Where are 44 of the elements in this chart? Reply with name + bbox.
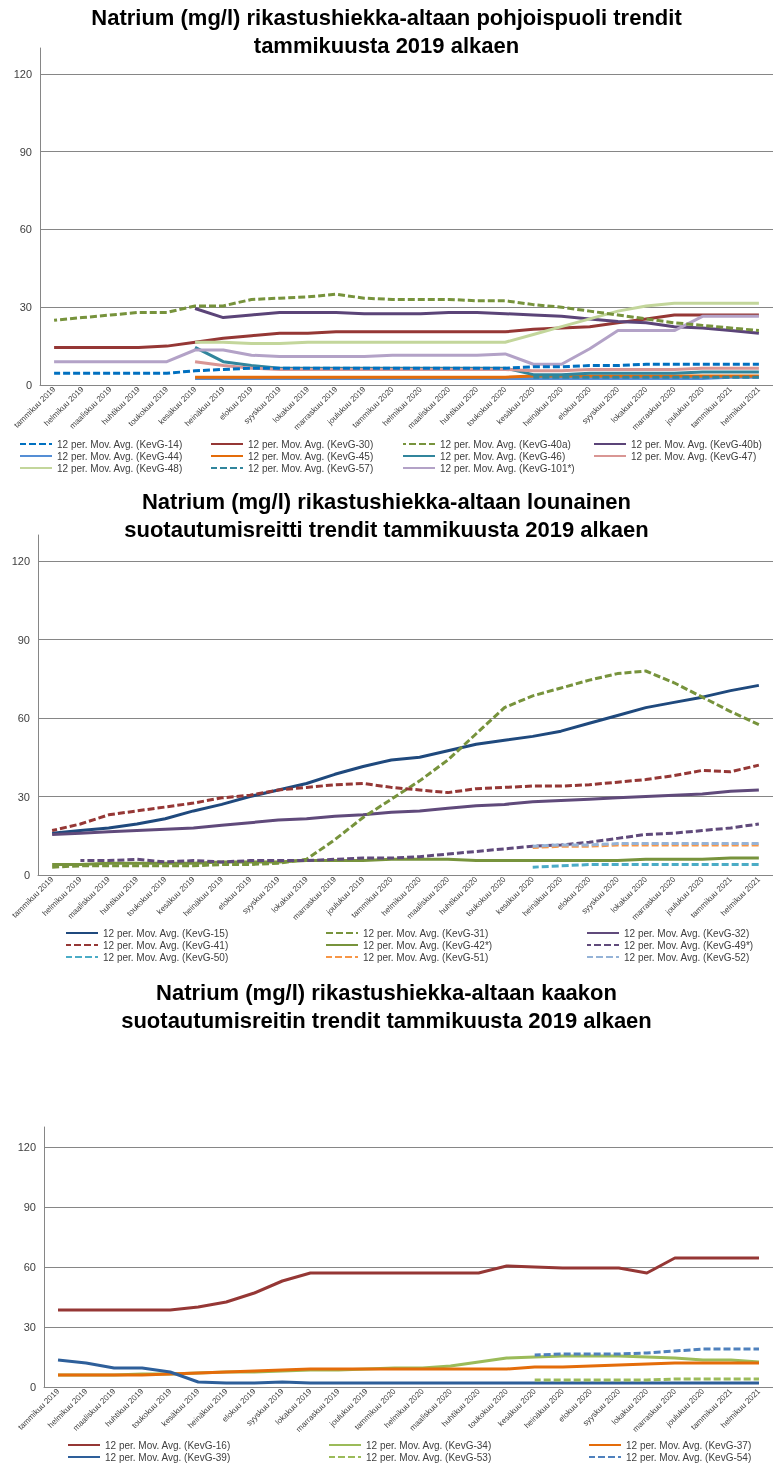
- legend-label: 12 per. Mov. Avg. (KevG-30): [248, 438, 374, 450]
- chart-title: Natrium (mg/l) rikastushiekka-altaan pohjoispuoli trendit tammikuusta 2019 alkaen: [90, 4, 683, 60]
- legend-label: 12 per. Mov. Avg. (KevG-48): [57, 462, 183, 474]
- chart-title: Natrium (mg/l) rikastushiekka-altaan lounainen suotautumisreitti trendit tammikuusta 2019 alkaen: [123, 488, 650, 544]
- legend-label: 12 per. Mov. Avg. (KevG-16): [105, 1439, 231, 1451]
- y-tick-label: 0: [25, 379, 32, 391]
- legend-label: 12 per. Mov. Avg. (KevG-45): [248, 450, 374, 462]
- legend-label: 12 per. Mov. Avg. (KevG-46): [440, 450, 566, 462]
- legend-label: 12 per. Mov. Avg. (KevG-15): [103, 927, 229, 939]
- y-tick-label: 90: [17, 633, 30, 646]
- legend-label: 12 per. Mov. Avg. (KevG-40b): [631, 438, 762, 450]
- legend-label: 12 per. Mov. Avg. (KevG-44): [57, 450, 183, 462]
- y-tick-label: 0: [23, 869, 30, 881]
- y-tick-label: 120: [13, 67, 32, 80]
- legend-label: 12 per. Mov. Avg. (KevG-53): [366, 1451, 492, 1463]
- legend-label: 12 per. Mov. Avg. (KevG-47): [631, 450, 757, 462]
- legend-label: 12 per. Mov. Avg. (KevG-41): [103, 939, 229, 951]
- legend-label: 12 per. Mov. Avg. (KevG-52): [624, 951, 750, 963]
- legend-label: 12 per. Mov. Avg. (KevG-37): [626, 1439, 752, 1451]
- y-tick-label: 30: [17, 790, 30, 803]
- y-tick-label: 120: [11, 555, 30, 568]
- legend-label: 12 per. Mov. Avg. (KevG-34): [366, 1439, 492, 1451]
- y-tick-label: 90: [19, 145, 32, 158]
- legend-label: 12 per. Mov. Avg. (KevG-14): [57, 438, 183, 450]
- y-tick-label: 60: [19, 223, 32, 236]
- y-tick-label: 30: [23, 1321, 36, 1333]
- y-tick-label: 0: [29, 1381, 36, 1393]
- y-tick-label: 60: [23, 1261, 36, 1273]
- legend-label: 12 per. Mov. Avg. (KevG-32): [624, 927, 750, 939]
- legend-label: 12 per. Mov. Avg. (KevG-101*): [440, 462, 575, 474]
- y-tick-label: 120: [17, 1141, 36, 1153]
- chart-title: Natrium (mg/l) rikastushiekka-altaan kaakon suotautumisreitin trendit tammikuusta 2019 alkaen: [120, 979, 653, 1035]
- legend-label: 12 per. Mov. Avg. (KevG-50): [103, 951, 229, 963]
- legend-label: 12 per. Mov. Avg. (KevG-51): [363, 951, 489, 963]
- y-tick-label: 30: [19, 301, 32, 314]
- legend-label: 12 per. Mov. Avg. (KevG-49*): [624, 939, 754, 951]
- legend-label: 12 per. Mov. Avg. (KevG-40a): [440, 438, 571, 450]
- legend-label: 12 per. Mov. Avg. (KevG-31): [363, 927, 489, 939]
- legend-label: 12 per. Mov. Avg. (KevG-54): [626, 1451, 752, 1463]
- y-tick-label: 60: [17, 712, 30, 725]
- y-tick-label: 90: [23, 1201, 36, 1213]
- legend-label: 12 per. Mov. Avg. (KevG-39): [105, 1451, 231, 1463]
- legend-label: 12 per. Mov. Avg. (KevG-42*): [363, 939, 493, 951]
- legend-label: 12 per. Mov. Avg. (KevG-57): [248, 462, 374, 474]
